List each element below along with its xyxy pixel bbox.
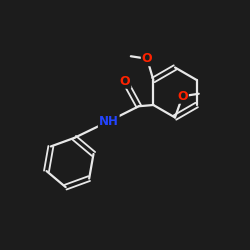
Text: O: O	[142, 52, 152, 65]
Text: O: O	[177, 90, 188, 103]
Text: NH: NH	[99, 115, 119, 128]
Text: O: O	[120, 75, 130, 88]
